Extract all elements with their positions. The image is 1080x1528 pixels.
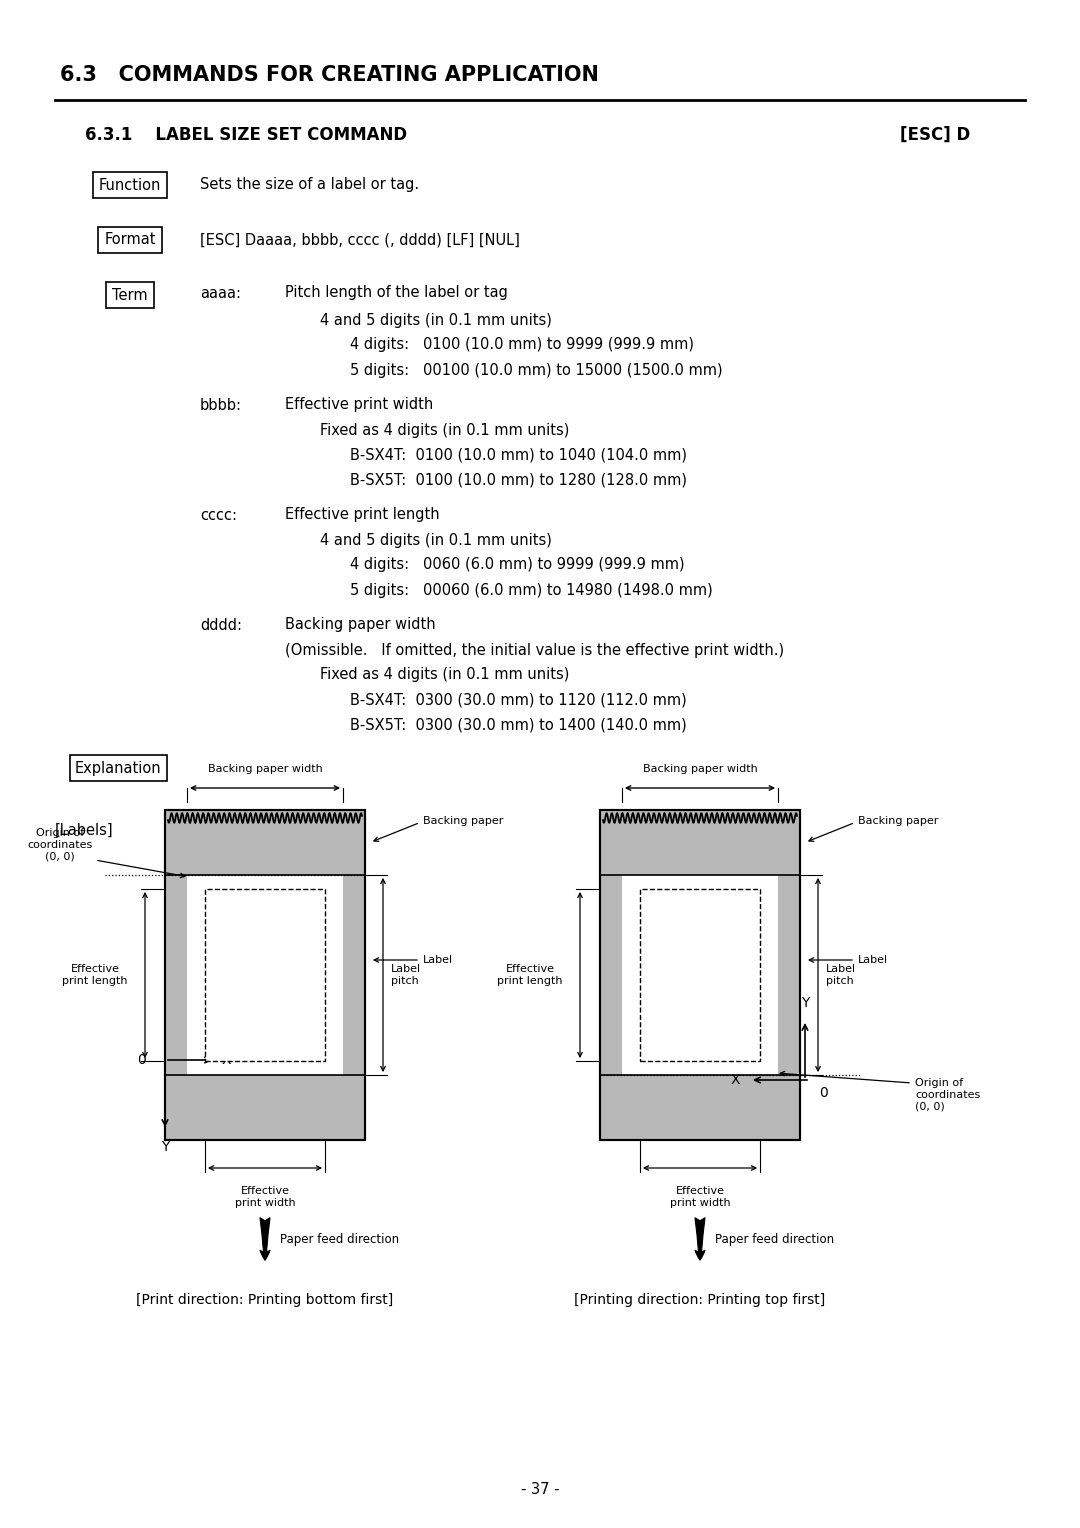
Text: Effective
print width: Effective print width [670,1186,730,1207]
Bar [622,876,778,1076]
Text: Effective
print width: Effective print width [234,1186,295,1207]
Text: 6.3   COMMANDS FOR CREATING APPLICATION: 6.3 COMMANDS FOR CREATING APPLICATION [60,66,599,86]
Text: Backing paper width: Backing paper width [285,617,435,633]
Text: [ESC] Daaaa, bbbb, cccc (, dddd) [LF] [NUL]: [ESC] Daaaa, bbbb, cccc (, dddd) [LF] [N… [200,232,519,248]
Text: - 37 -: - 37 - [521,1482,559,1497]
Bar [640,889,760,1060]
Text: Backing paper width: Backing paper width [643,764,757,775]
Text: B-SX4T:  0100 (10.0 mm) to 1040 (104.0 mm): B-SX4T: 0100 (10.0 mm) to 1040 (104.0 mm… [350,448,687,463]
Text: Label: Label [423,955,454,966]
Bar [600,810,800,1140]
Text: Effective print width: Effective print width [285,397,433,413]
Text: (Omissible.   If omitted, the initial value is the effective print width.): (Omissible. If omitted, the initial valu… [285,642,784,657]
Text: Origin of
coordinates
(0, 0): Origin of coordinates (0, 0) [915,1079,981,1111]
Text: Pitch length of the label or tag: Pitch length of the label or tag [285,286,508,301]
Text: Label
pitch: Label pitch [391,964,421,986]
Text: Backing paper width: Backing paper width [207,764,322,775]
Text: 4 digits:   0060 (6.0 mm) to 9999 (999.9 mm): 4 digits: 0060 (6.0 mm) to 9999 (999.9 m… [350,558,685,573]
Text: 6.3.1    LABEL SIZE SET COMMAND: 6.3.1 LABEL SIZE SET COMMAND [85,125,407,144]
Text: X: X [222,1053,231,1067]
Text: B-SX4T:  0300 (30.0 mm) to 1120 (112.0 mm): B-SX4T: 0300 (30.0 mm) to 1120 (112.0 mm… [350,692,687,707]
Text: Function: Function [98,177,161,193]
Text: Y: Y [800,996,809,1010]
Text: Backing paper: Backing paper [858,816,939,825]
Text: Origin of
coordinates
(0, 0): Origin of coordinates (0, 0) [27,828,93,862]
Text: 0: 0 [137,1053,147,1067]
Text: Explanation: Explanation [75,761,162,776]
Text: 5 digits:   00100 (10.0 mm) to 15000 (1500.0 mm): 5 digits: 00100 (10.0 mm) to 15000 (1500… [350,362,723,377]
Text: Y: Y [161,1140,170,1154]
Text: 0: 0 [819,1086,827,1100]
Text: bbbb:: bbbb: [200,397,242,413]
Text: 4 digits:   0100 (10.0 mm) to 9999 (999.9 mm): 4 digits: 0100 (10.0 mm) to 9999 (999.9 … [350,338,694,353]
Text: Sets the size of a label or tag.: Sets the size of a label or tag. [200,177,419,193]
Text: [ESC] D: [ESC] D [900,125,970,144]
Text: Effective
print length: Effective print length [63,964,127,986]
Text: 4 and 5 digits (in 0.1 mm units): 4 and 5 digits (in 0.1 mm units) [320,532,552,547]
Text: Effective print length: Effective print length [285,507,440,523]
Text: dddd:: dddd: [200,617,242,633]
Bar [187,876,343,1076]
Text: [Labels]: [Labels] [55,822,113,837]
Text: B-SX5T:  0100 (10.0 mm) to 1280 (128.0 mm): B-SX5T: 0100 (10.0 mm) to 1280 (128.0 mm… [350,472,687,487]
Text: Term: Term [112,287,148,303]
Text: X: X [730,1073,740,1086]
Text: 5 digits:   00060 (6.0 mm) to 14980 (1498.0 mm): 5 digits: 00060 (6.0 mm) to 14980 (1498.… [350,582,713,597]
Text: B-SX5T:  0300 (30.0 mm) to 1400 (140.0 mm): B-SX5T: 0300 (30.0 mm) to 1400 (140.0 mm… [350,718,687,732]
Text: Backing paper: Backing paper [423,816,503,825]
Text: cccc:: cccc: [200,507,237,523]
Text: aaaa:: aaaa: [200,286,241,301]
Text: Fixed as 4 digits (in 0.1 mm units): Fixed as 4 digits (in 0.1 mm units) [320,423,569,437]
Bar [600,810,800,1140]
Text: [Print direction: Printing bottom first]: [Print direction: Printing bottom first] [136,1293,393,1306]
Bar [165,810,365,1140]
Text: Label
pitch: Label pitch [826,964,856,986]
Text: Effective
print length: Effective print length [497,964,563,986]
Text: Format: Format [105,232,156,248]
Text: [Printing direction: Printing top first]: [Printing direction: Printing top first] [575,1293,825,1306]
Text: Paper feed direction: Paper feed direction [715,1233,834,1245]
Text: Fixed as 4 digits (in 0.1 mm units): Fixed as 4 digits (in 0.1 mm units) [320,668,569,683]
Text: Paper feed direction: Paper feed direction [280,1233,400,1245]
Text: Label: Label [858,955,888,966]
Text: 4 and 5 digits (in 0.1 mm units): 4 and 5 digits (in 0.1 mm units) [320,313,552,327]
Bar [165,810,365,1140]
Bar [205,889,325,1060]
